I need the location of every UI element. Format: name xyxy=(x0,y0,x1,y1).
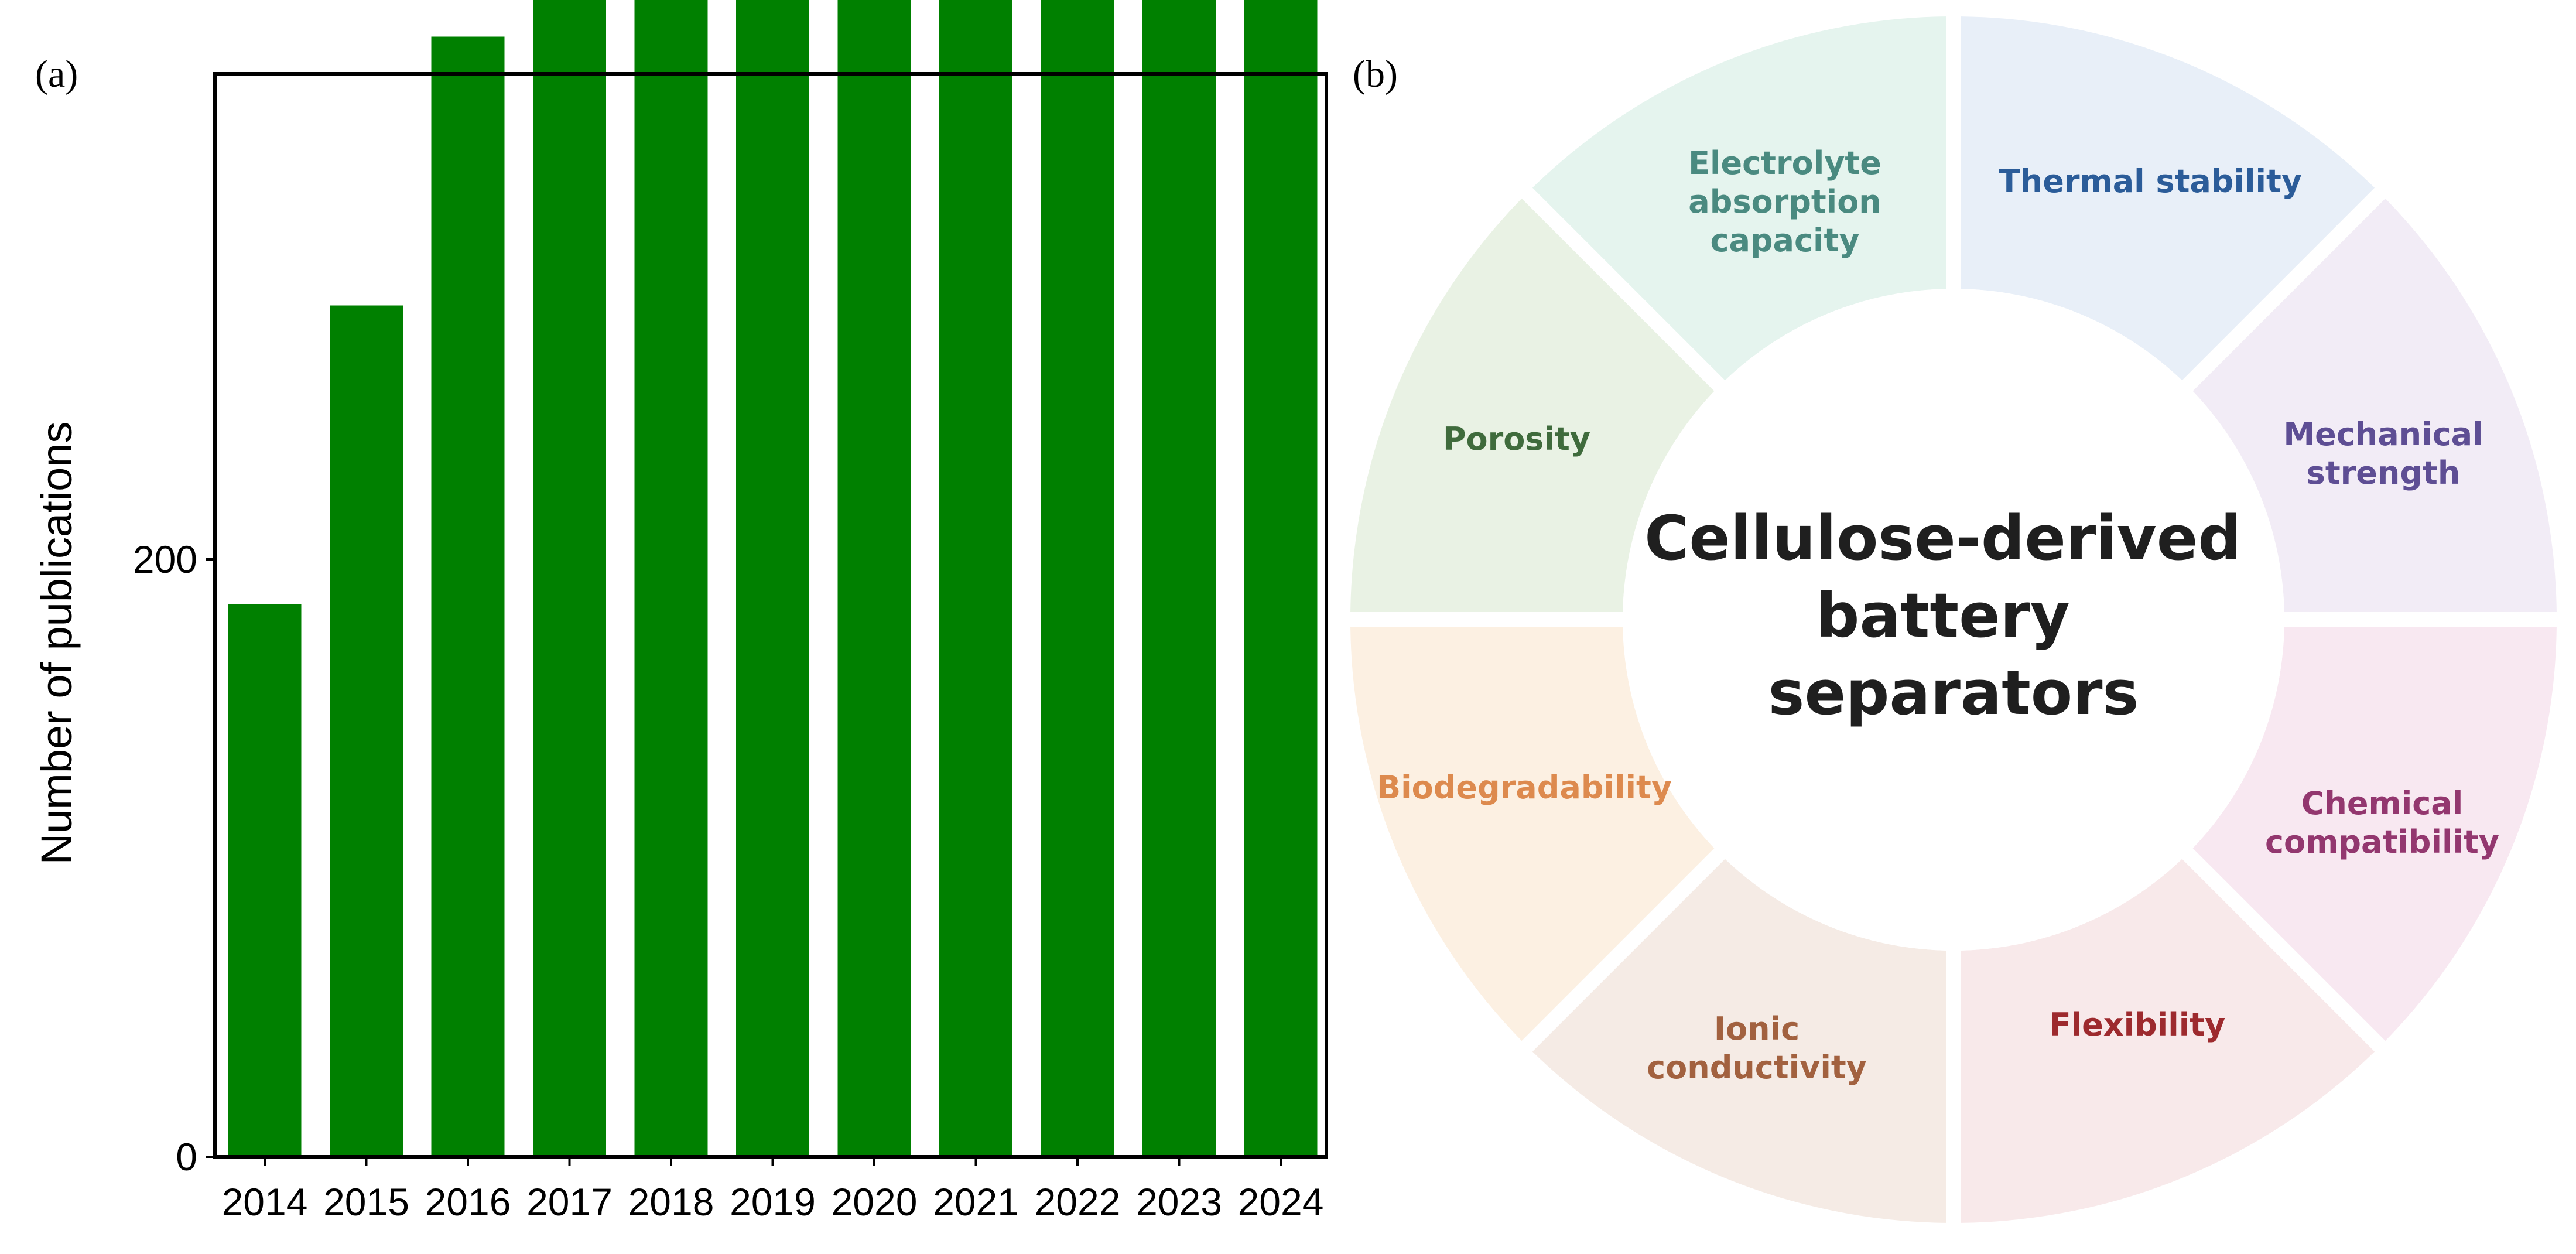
wheel-segment-7 xyxy=(1350,198,1715,613)
wheel-label-5-line-1: Ionic xyxy=(1714,1010,1800,1047)
wheel-label-6: Biodegradability xyxy=(1377,769,1672,806)
wheel-segments-group xyxy=(1350,16,2557,1223)
x-tick-label-2017: 2017 xyxy=(526,1180,613,1224)
bar-2019 xyxy=(736,0,809,1157)
bar-2017 xyxy=(533,0,606,1157)
wheel-label-5-line-2: conductivity xyxy=(1647,1049,1867,1086)
wheel-segment-4 xyxy=(1961,859,2375,1223)
bar-chart: 020040060080010001200140016001800 201420… xyxy=(32,0,1328,1224)
wheel-segment-1 xyxy=(1961,16,2375,381)
wheel-label-3: Chemical compatibility xyxy=(2265,785,2499,860)
wheel-label-1-line-1: Thermal stability xyxy=(1999,163,2302,200)
x-tick-label-2016: 2016 xyxy=(425,1180,511,1224)
bar-2024 xyxy=(1244,0,1318,1157)
property-wheel: Thermal stability Mechanical strength Chemi… xyxy=(1350,16,2557,1223)
panel-label-a: (a) xyxy=(35,53,78,95)
x-tick-label-2014: 2014 xyxy=(222,1180,308,1224)
x-tick-label-2019: 2019 xyxy=(730,1180,816,1224)
wheel-label-5: Ionic conductivity xyxy=(1647,1010,1867,1086)
wheel-segment-3 xyxy=(2192,627,2557,1041)
x-tick-label-2024: 2024 xyxy=(1238,1180,1324,1224)
bar-2022 xyxy=(1041,0,1114,1157)
plot-frame xyxy=(213,72,1328,1159)
y-tick-label-0: 0 xyxy=(176,1135,197,1178)
wheel-label-2-line-2: strength xyxy=(2307,455,2461,491)
bar-2018 xyxy=(634,0,708,1157)
wheel-label-2: Mechanical strength xyxy=(2283,416,2483,491)
x-tick-label-2020: 2020 xyxy=(832,1180,918,1224)
y-ticks-group: 020040060080010001200140016001800 xyxy=(133,538,215,1178)
wheel-segment-8 xyxy=(1532,16,1946,381)
wheel-segment-6 xyxy=(1350,627,1715,1041)
wheel-segment-5 xyxy=(1532,859,1946,1223)
wheel-label-4-line-1: Flexibility xyxy=(2050,1006,2226,1043)
bar-2015 xyxy=(330,305,403,1157)
wheel-label-7: Porosity xyxy=(1443,421,1590,457)
center-title: Cellulose-derived battery separators xyxy=(1644,503,2263,729)
y-axis-label: Number of publications xyxy=(32,422,81,865)
bar-2020 xyxy=(837,0,911,1157)
panel-label-b: (b) xyxy=(1353,53,1398,95)
x-ticks-group: 2014 2015 2016 2017 2018 2019 2020 2021 2022 2023… xyxy=(222,1157,1324,1224)
bar-2016 xyxy=(431,36,505,1157)
wheel-segment-2 xyxy=(2192,198,2557,613)
center-title-line-3: separators xyxy=(1768,657,2139,729)
wheel-label-8: Electrolyte absorption capacity xyxy=(1688,145,1881,259)
wheel-label-7-line-1: Porosity xyxy=(1443,421,1590,457)
bar-2021 xyxy=(939,0,1012,1157)
wheel-label-3-line-2: compatibility xyxy=(2265,824,2499,860)
x-tick-label-2018: 2018 xyxy=(628,1180,714,1224)
wheel-label-2-line-1: Mechanical xyxy=(2283,416,2483,453)
wheel-label-3-line-1: Chemical xyxy=(2301,785,2463,822)
wheel-label-8-line-2: absorption xyxy=(1688,183,1881,220)
wheel-hub xyxy=(1623,289,2284,951)
wheel-label-8-line-1: Electrolyte xyxy=(1688,145,1881,182)
wheel-label-8-line-3: capacity xyxy=(1710,222,1859,259)
bars-group xyxy=(228,0,1318,1157)
bar-2014 xyxy=(228,604,302,1157)
wheel-label-4: Flexibility xyxy=(2050,1006,2226,1043)
x-tick-label-2015: 2015 xyxy=(323,1180,409,1224)
wheel-label-1: Thermal stability xyxy=(1999,163,2302,200)
center-title-line-2: battery xyxy=(1816,580,2070,651)
bar-2023 xyxy=(1142,0,1216,1157)
x-tick-label-2022: 2022 xyxy=(1035,1180,1121,1224)
wheel-labels-group: Thermal stability Mechanical strength Chemi… xyxy=(1377,145,2499,1086)
y-tick-label-200: 200 xyxy=(133,538,197,581)
x-tick-label-2021: 2021 xyxy=(933,1180,1019,1224)
center-title-line-1: Cellulose-derived xyxy=(1644,503,2242,574)
wheel-label-6-line-1: Biodegradability xyxy=(1377,769,1672,806)
x-tick-label-2023: 2023 xyxy=(1136,1180,1222,1224)
